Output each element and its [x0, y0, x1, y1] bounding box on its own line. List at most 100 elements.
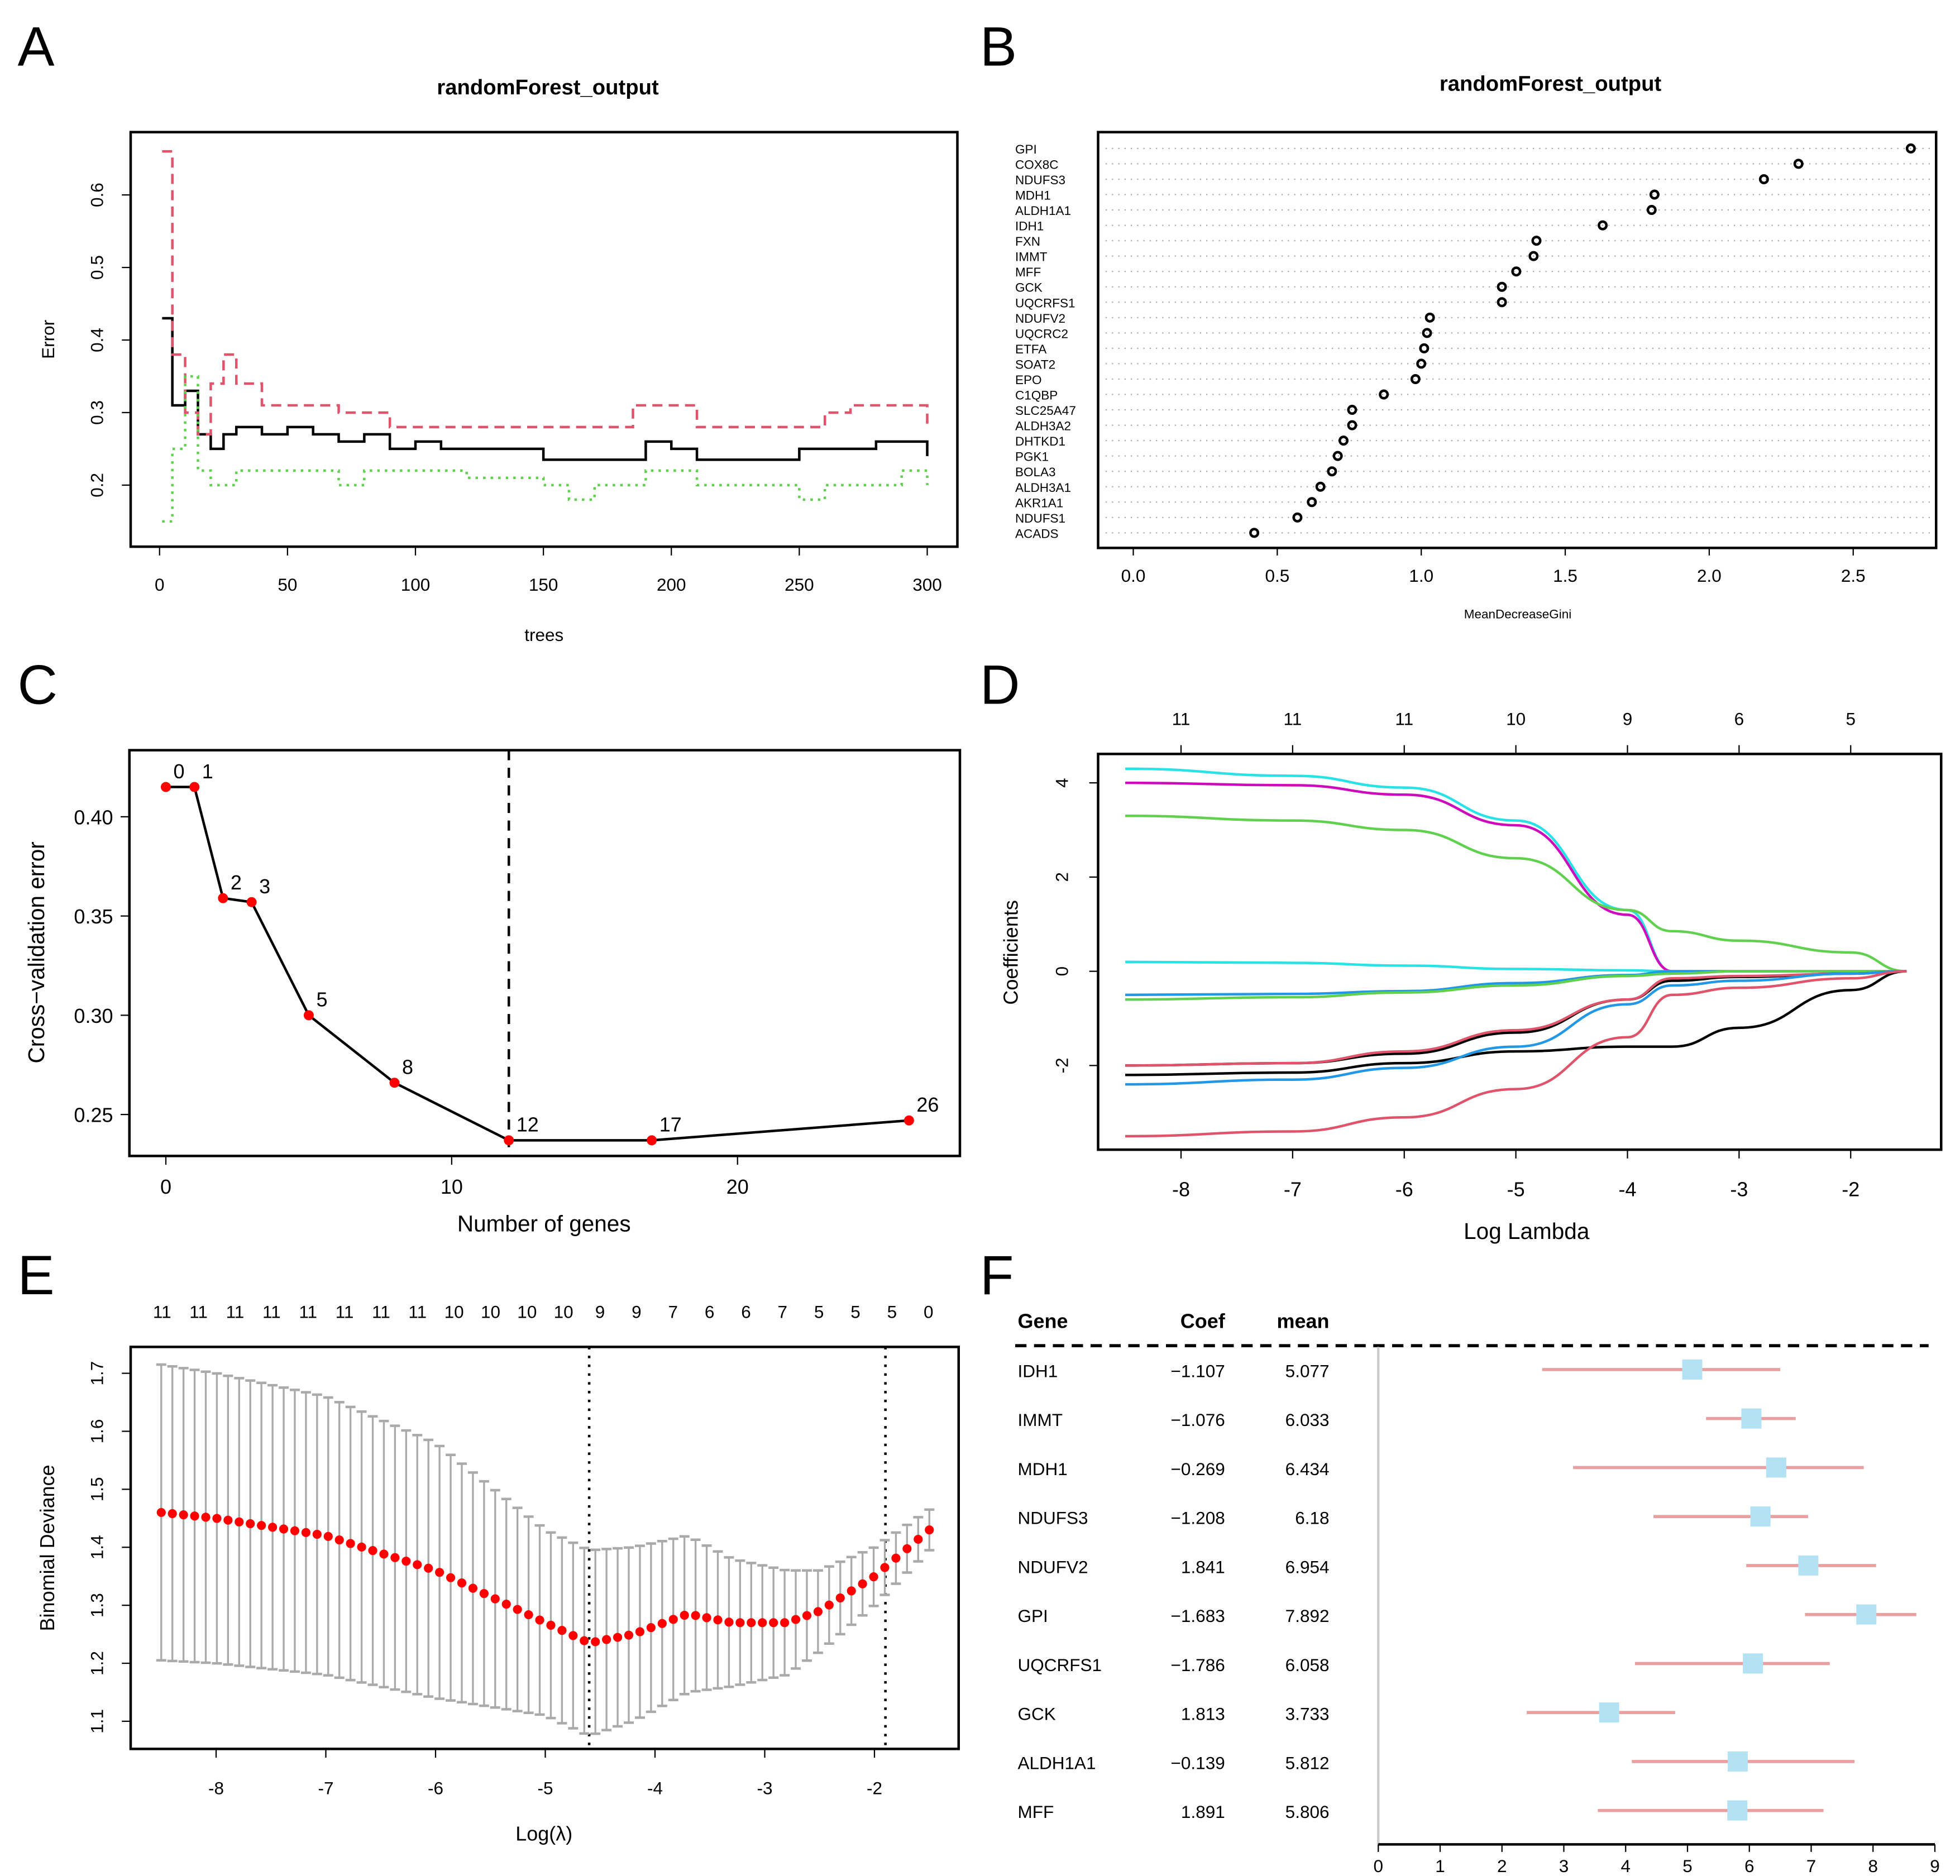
coefficient-path-0: [1125, 767, 1907, 973]
mean-cell: 7.892: [1285, 1606, 1330, 1626]
x-tick-label: -5: [1507, 1178, 1525, 1200]
cv-point: [189, 782, 200, 792]
deviance-point: [824, 1600, 834, 1610]
deviance-point: [301, 1528, 311, 1537]
chart-c-xlabel: Number of genes: [457, 1210, 631, 1236]
deviance-point: [557, 1626, 567, 1635]
importance-point: [1379, 389, 1389, 400]
importance-point: [1528, 251, 1539, 261]
coef-cell: 1.813: [1181, 1704, 1225, 1724]
top-label: 10: [517, 1302, 537, 1322]
deviance-point: [190, 1511, 199, 1521]
gene-label: IMMT: [1015, 250, 1048, 264]
x-tick-label: 5: [1682, 1856, 1693, 1876]
deviance-point: [914, 1534, 923, 1544]
gene-label: DHTKD1: [1015, 434, 1065, 448]
chart-b-title: randomForest_output: [1440, 71, 1662, 95]
mean-marker: [1727, 1800, 1748, 1821]
deviance-point: [312, 1529, 322, 1539]
deviance-point: [602, 1635, 611, 1644]
chart-e-xlabel: Log(λ): [515, 1822, 572, 1845]
deviance-point: [513, 1605, 522, 1614]
importance-point: [1307, 497, 1317, 508]
gene-label: NDUFS1: [1015, 511, 1065, 525]
deviance-point: [446, 1573, 456, 1582]
gene-label: UQCRC2: [1015, 327, 1068, 341]
y-tick-label: 0.4: [87, 328, 107, 352]
gene-cell: MFF: [1018, 1802, 1054, 1822]
mean-marker: [1750, 1506, 1771, 1527]
deviance-point: [657, 1619, 667, 1628]
deviance-point: [902, 1544, 912, 1553]
deviance-point: [156, 1508, 166, 1518]
y-tick-label: 1.5: [87, 1477, 107, 1501]
deviance-point: [847, 1586, 856, 1596]
chart-a-xlabel: trees: [524, 625, 563, 645]
top-label: 11: [1172, 709, 1191, 729]
deviance-point: [168, 1509, 177, 1519]
x-tick-label: 300: [912, 575, 942, 595]
importance-point: [1338, 436, 1349, 446]
deviance-point: [357, 1542, 366, 1552]
x-tick-label: 9: [1930, 1856, 1940, 1876]
importance-point: [1332, 451, 1343, 461]
importance-point: [1511, 266, 1522, 277]
coef-cell: 1.841: [1181, 1557, 1225, 1577]
cv-point: [161, 782, 171, 792]
deviance-point: [568, 1631, 578, 1640]
top-label: 9: [1623, 709, 1633, 729]
top-label: 5: [887, 1302, 897, 1322]
top-label: 11: [1395, 709, 1413, 729]
gene-cell: GPI: [1018, 1606, 1048, 1626]
panel-label-e: E: [18, 1244, 55, 1306]
x-tick-label: 2: [1497, 1856, 1507, 1876]
y-tick-label: 0: [1052, 966, 1072, 977]
coef-cell: −0.269: [1171, 1459, 1225, 1479]
deviance-point: [490, 1594, 500, 1604]
deviance-point: [468, 1583, 478, 1593]
gene-label: ALDH3A2: [1015, 419, 1071, 433]
chart-d-ylabel: Coefficients: [1000, 900, 1022, 1004]
panel-label-f: F: [980, 1244, 1014, 1306]
deviance-point: [680, 1610, 689, 1620]
deviance-point: [668, 1615, 678, 1624]
gene-label: IDH1: [1015, 219, 1044, 233]
mean-cell: 5.806: [1285, 1802, 1330, 1822]
y-tick-label: 0.35: [74, 905, 113, 928]
x-tick-label: -8: [1172, 1178, 1190, 1200]
gene-label: FXN: [1015, 234, 1040, 248]
point-label: 2: [231, 871, 242, 894]
deviance-point: [346, 1539, 355, 1548]
gene-cell: UQCRFS1: [1018, 1655, 1102, 1675]
coefficient-path-8: [1125, 970, 1907, 1076]
y-tick-label: 4: [1052, 778, 1072, 788]
deviance-point: [724, 1617, 734, 1627]
y-tick-label: 1.6: [87, 1419, 107, 1444]
deviance-point: [780, 1618, 790, 1628]
cv-point: [903, 1115, 914, 1126]
importance-point: [1292, 512, 1303, 523]
coef-cell: −1.107: [1171, 1361, 1225, 1381]
deviance-point: [235, 1517, 244, 1526]
gene-label: GPI: [1015, 142, 1037, 156]
mean-marker: [1798, 1555, 1819, 1576]
plot-frame: [1097, 131, 1938, 549]
deviance-point: [802, 1611, 812, 1620]
mean-cell: 3.733: [1285, 1704, 1330, 1724]
coefficient-path-2: [1125, 814, 1907, 973]
mean-cell: 6.954: [1285, 1557, 1330, 1577]
gene-label: SOAT2: [1015, 357, 1055, 371]
cv-point: [647, 1135, 657, 1146]
deviance-point: [735, 1618, 745, 1628]
x-tick-label: 4: [1620, 1856, 1631, 1876]
x-tick-label: -3: [1730, 1178, 1748, 1200]
x-tick-label: 100: [401, 575, 431, 595]
importance-point: [1347, 420, 1357, 430]
x-tick-label: 6: [1744, 1856, 1755, 1876]
importance-point: [1598, 220, 1608, 231]
deviance-point: [479, 1589, 489, 1599]
x-tick-label: 150: [529, 575, 558, 595]
error-series-0: [162, 317, 929, 461]
x-tick-label: -6: [1395, 1178, 1413, 1200]
top-label: 0: [924, 1302, 934, 1322]
